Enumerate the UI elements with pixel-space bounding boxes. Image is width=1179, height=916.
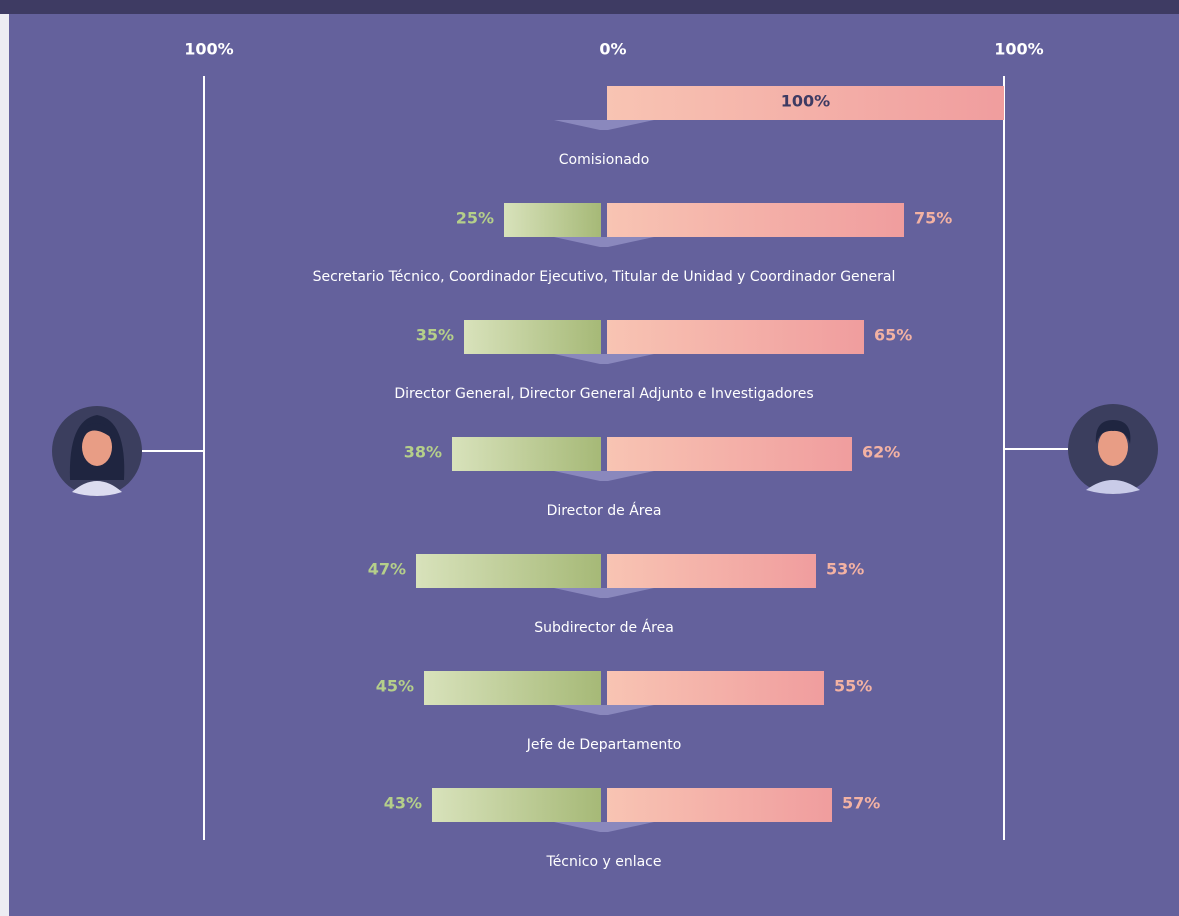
bar xyxy=(432,788,601,822)
man-avatar xyxy=(1068,404,1158,494)
bar xyxy=(607,437,852,471)
bar xyxy=(504,203,601,237)
value-label: 57% xyxy=(842,794,880,813)
value-label: 43% xyxy=(384,794,422,813)
woman-avatar xyxy=(52,406,142,496)
bar xyxy=(464,320,601,354)
bar xyxy=(607,86,1004,120)
bar-shadow xyxy=(554,588,654,598)
bar-shadow xyxy=(554,237,654,247)
bar xyxy=(607,788,832,822)
x-tick-label: 0% xyxy=(599,40,626,59)
bar-shadow xyxy=(554,354,654,364)
bar-shadow xyxy=(554,822,654,832)
value-label: 47% xyxy=(368,560,406,579)
value-label: 25% xyxy=(456,209,494,228)
bar xyxy=(607,671,824,705)
value-label: 45% xyxy=(376,677,414,696)
category-label: Subdirector de Área xyxy=(534,619,674,636)
category-label: Director General, Director General Adjun… xyxy=(394,386,813,402)
category-label: Secretario Técnico, Coordinador Ejecutiv… xyxy=(313,269,896,285)
bar-shadow xyxy=(554,120,654,130)
category-label: Director de Área xyxy=(547,502,662,519)
bar xyxy=(607,554,816,588)
value-label: 75% xyxy=(914,209,952,228)
category-label: Técnico y enlace xyxy=(546,854,662,870)
bar xyxy=(607,203,904,237)
x-tick-label: 100% xyxy=(994,40,1043,59)
value-label: 65% xyxy=(874,326,912,345)
value-label: 62% xyxy=(862,443,900,462)
bar xyxy=(416,554,601,588)
bar-shadow xyxy=(554,705,654,715)
x-tick-label: 100% xyxy=(184,40,233,59)
bar-shadow xyxy=(554,471,654,481)
value-label: 55% xyxy=(834,677,872,696)
value-label: 35% xyxy=(416,326,454,345)
category-label: Comisionado xyxy=(559,152,650,168)
value-label: 100% xyxy=(781,92,830,111)
category-label: Jefe de Departamento xyxy=(526,737,682,753)
top-bar xyxy=(0,0,1179,14)
value-label: 38% xyxy=(404,443,442,462)
bar xyxy=(607,320,864,354)
bar xyxy=(424,671,601,705)
bar xyxy=(452,437,601,471)
left-margin xyxy=(0,14,9,916)
value-label: 53% xyxy=(826,560,864,579)
